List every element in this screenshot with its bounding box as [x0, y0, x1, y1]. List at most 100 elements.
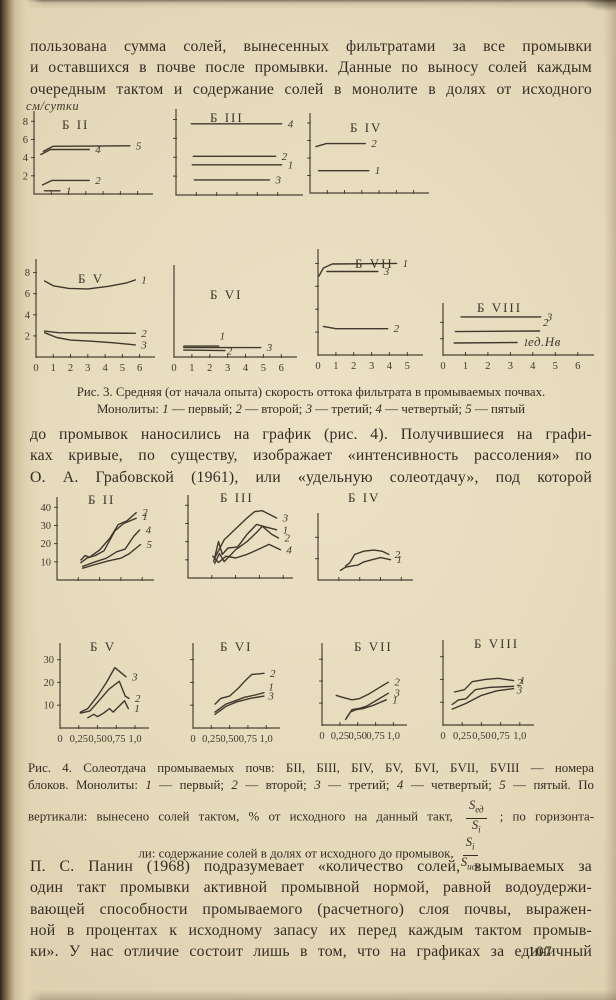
chart-axes — [317, 513, 413, 581]
text-line: вающей способности промываемого (расчетн… — [30, 900, 592, 918]
text-line: Монолиты: 1 — первый; 2 — второй; 3 — тр… — [96, 402, 525, 416]
caption-line: Рис. 4. Солеотдача промываемых почв: БII… — [28, 761, 594, 775]
figure-4-caption: Рис. 4. Солеотдача промываемых почв: БII… — [28, 760, 594, 873]
y-tick-label: 2 — [23, 171, 28, 182]
series-line-4 — [81, 529, 141, 568]
series-label: 2 — [394, 323, 400, 335]
y-tick-label: 20 — [41, 539, 52, 550]
series-label: 2 — [227, 346, 233, 358]
series-label: 1 — [220, 331, 226, 343]
x-tick-label: 3 — [508, 361, 513, 372]
series-label: 1 — [288, 159, 294, 171]
series-line-2 — [454, 330, 541, 333]
series-label: 1 — [142, 511, 148, 523]
series-line-1 — [339, 556, 392, 572]
scan-smudge — [582, 0, 616, 12]
text-line: и оставшихся в почве после промывки. Дан… — [30, 59, 592, 77]
series-line-3 — [214, 695, 265, 716]
series-line-3 — [346, 692, 390, 719]
series-label: 2 — [135, 693, 141, 705]
series-label: 3 — [393, 688, 400, 700]
x-tick-label: 4 — [387, 361, 393, 372]
fraction-num: Sед — [465, 799, 487, 819]
chart-axes — [309, 113, 429, 194]
y-tick-label: 30 — [41, 521, 52, 532]
series-line-3 — [43, 331, 137, 346]
fig3-x-axis-unit: ед.Нв — [528, 334, 561, 349]
y-tick-label: 10 — [44, 701, 55, 712]
text-line: П. С. Панин (1968) подразумевает «количе… — [30, 858, 592, 875]
series-label: 1 — [392, 694, 398, 706]
x-tick-label: 6 — [137, 363, 142, 374]
series-label: 1 — [397, 554, 403, 566]
y-tick-label: 20 — [44, 678, 55, 689]
series-label: 1 — [520, 675, 526, 687]
series-line-1 — [453, 677, 515, 693]
series-label: 1 — [375, 165, 381, 177]
chart-f4-b4: 21 — [315, 513, 413, 581]
series-label: 1 — [66, 185, 72, 197]
chart-f4-b8: 0 0,25 0,50 0,75 1,0 123 — [440, 640, 534, 742]
x-tick-label: 1,0 — [513, 731, 526, 742]
series-label: 2 — [371, 138, 377, 150]
series-label: 1 — [268, 681, 274, 693]
series-line-2 — [335, 681, 390, 701]
chart-axes — [187, 495, 293, 579]
fraction-si-sisx: Si Sисх — [461, 836, 480, 873]
x-tick-label: 1 — [51, 363, 56, 374]
series-line-4 — [40, 148, 91, 156]
x-tick-label: 0 — [190, 734, 195, 745]
series-line-2 — [322, 325, 389, 330]
y-tick-label: 4 — [23, 153, 29, 164]
x-tick-label: 5 — [120, 363, 125, 374]
x-tick-label: 2 — [351, 361, 356, 372]
x-tick-label: 0 — [440, 731, 445, 742]
series-label: 4 — [95, 144, 101, 156]
x-tick-label: 0,25 — [453, 731, 471, 742]
x-tick-label: 5 — [405, 361, 410, 372]
x-tick-label: 0 — [315, 361, 320, 372]
series-label: 5 — [147, 539, 153, 551]
caption-text: ли: содержание солей в долях от исходног… — [138, 846, 454, 861]
text-line: Рис. 3. Средняя (от начала опыта) скорос… — [76, 385, 546, 399]
series-label: 3 — [266, 342, 273, 354]
paragraph-3: П. С. Панин (1968) подразумевает «количе… — [30, 856, 592, 962]
x-tick-label: 0 — [57, 734, 62, 745]
series-line-2 — [43, 330, 137, 335]
series-label: 3 — [275, 174, 282, 186]
fig3-y-axis-unit: см/сутки — [26, 99, 80, 113]
chart-f3-b3: 4 213 — [173, 109, 303, 196]
x-tick-label: 0 — [440, 361, 445, 372]
y-tick-label: 30 — [44, 655, 55, 666]
x-tick-label: 2 — [207, 363, 212, 374]
series-label: 1 — [523, 337, 529, 349]
x-tick-label: 4 — [530, 361, 536, 372]
x-tick-label: 0,25 — [331, 731, 349, 742]
series-label: 2 — [95, 175, 101, 187]
x-tick-label: 3 — [369, 361, 374, 372]
series-label: 4 — [286, 544, 292, 556]
series-line-1 — [80, 517, 137, 564]
series-line-1 — [214, 692, 265, 713]
chart-axes — [173, 265, 297, 358]
chart-f3-b7: 0 1 2 3 4 5 1 3 2 — [315, 249, 423, 372]
chart-title-f3-b7: Б VII — [355, 256, 394, 271]
chart-title-f4-b2: Б II — [88, 492, 116, 507]
series-label: 1 — [403, 258, 409, 270]
chart-axes — [192, 643, 280, 729]
caption-line-with-fraction: ли: содержание солей в долях от исходног… — [28, 836, 594, 873]
chart-title-f3-b8: Б VIII — [477, 300, 523, 315]
chart-title-f4-b6: Б VI — [220, 639, 253, 654]
caption-line-with-fraction: вертикали: вынесено солей тактом, % от и… — [28, 799, 594, 836]
x-tick-label: 0,50 — [349, 731, 367, 742]
series-label: 2 — [282, 151, 288, 163]
x-tick-label: 0,75 — [239, 734, 257, 745]
x-tick-label: 1 — [463, 361, 468, 372]
x-tick-label: 0,50 — [472, 731, 490, 742]
chart-f4-b5: 10 20 30 0 0,25 0,50 0,75 1,0 3 21 — [44, 643, 149, 745]
x-tick-label: 4 — [243, 363, 249, 374]
